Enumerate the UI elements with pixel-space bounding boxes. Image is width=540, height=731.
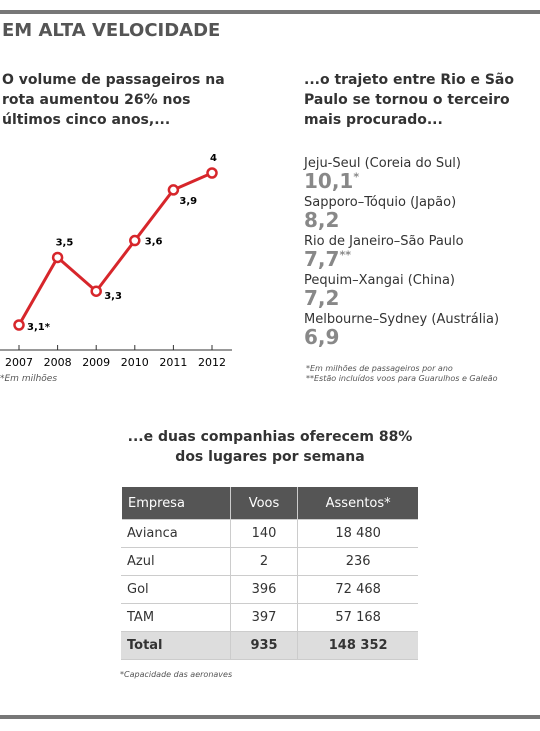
cell: TAM	[121, 603, 231, 632]
title: EM ALTA VELOCIDADE	[2, 20, 221, 41]
x-tick-label: 2011	[159, 356, 187, 369]
top-rule	[0, 10, 540, 14]
header-cell: Assentos*	[297, 487, 418, 520]
point	[51, 251, 64, 264]
data-label: 4	[210, 153, 217, 164]
header-cell: Empresa	[119, 487, 231, 520]
data-label: 3,9	[179, 196, 197, 207]
line-chart: 2007 2008 2009 2010 2011 2012 3,1* 3,5 3,3 3,6 3,9…	[0, 153, 232, 369]
route-value: 8,2	[304, 208, 339, 232]
bottom-rule	[0, 715, 540, 719]
point	[13, 319, 25, 331]
cell: 57 168	[297, 603, 418, 632]
table-subtitle: ...e duas companhias oferecem 88% dos lu…	[127, 429, 413, 465]
x-tick-label: 2012	[198, 356, 226, 369]
cell: 148 352	[297, 631, 418, 660]
route-value-note: **	[339, 248, 351, 262]
cell: Gol	[121, 575, 231, 604]
cell: 72 468	[297, 575, 418, 604]
row: TAM 397 57 168	[121, 603, 418, 632]
ranking-note: **Estão incluídos voos para Guarulhos e …	[306, 374, 498, 383]
route-name: Sapporo–Tóquio (Japão)	[304, 195, 457, 210]
route-value-text: 10,1	[304, 169, 354, 193]
row: Avianca 140 18 480	[121, 519, 418, 548]
chart-note: *Em milhões	[0, 374, 58, 384]
x-tick-label: 2007	[5, 356, 33, 369]
route-value-text: 8,2	[304, 208, 340, 232]
cell: 236	[297, 547, 418, 576]
point	[129, 234, 141, 247]
line	[17, 171, 213, 326]
table-note: *Capacidade das aeronaves	[120, 670, 233, 679]
row: Total 935 148 352	[121, 631, 418, 660]
cell: 18 480	[297, 519, 418, 548]
cell: 2	[229, 547, 298, 576]
chart-subtitle: O volume de passageiros na rota aumentou…	[2, 72, 225, 128]
cell: 396	[229, 575, 298, 604]
route-value: 7,7**	[304, 247, 351, 271]
point	[206, 167, 218, 179]
route-name: Rio de Janeiro–São Paulo	[304, 234, 464, 249]
x-tick-label: 2010	[121, 356, 149, 369]
ranking-subtitle: ...o trajeto entre Rio e São Paulo se to…	[304, 72, 514, 128]
cell: 397	[229, 603, 298, 632]
cell: Total	[121, 631, 231, 660]
data-label: 3,3	[104, 291, 122, 302]
cell: 935	[229, 631, 298, 660]
x-tick-label: 2008	[44, 356, 72, 369]
route-value: 10,1*	[304, 169, 359, 193]
row: Gol 396 72 468	[121, 575, 418, 604]
x-tick-label: 2009	[82, 356, 110, 369]
route-value: 6,9	[304, 325, 339, 349]
data-label: 3,6	[145, 237, 163, 248]
data-label: 3,5	[56, 237, 74, 248]
ranking-note: *Em milhões de passageiros por ano	[306, 364, 453, 373]
route-value-text: 7,7	[304, 247, 340, 271]
route-value: 7,2	[304, 286, 339, 310]
route-value-note: *	[353, 170, 360, 184]
data-label: 3,1*	[27, 322, 51, 333]
cell: Avianca	[121, 519, 231, 548]
route-value-text: 6,9	[304, 325, 340, 349]
header-cell: Voos	[229, 487, 298, 520]
cell: Azul	[121, 547, 231, 576]
route-name: Pequim–Xangai (China)	[304, 273, 455, 288]
table: Empresa Voos Assentos* Avianca 140 18 480 Azul…	[119, 487, 418, 660]
row: Azul 2 236	[121, 547, 418, 576]
route-value-text: 7,2	[304, 286, 340, 310]
route-name: Jeju-Seul (Coreia do Sul)	[304, 156, 461, 171]
cell: 140	[229, 519, 298, 548]
point	[90, 285, 102, 297]
point	[167, 184, 180, 196]
route-name: Melbourne–Sydney (Austrália)	[304, 312, 500, 327]
